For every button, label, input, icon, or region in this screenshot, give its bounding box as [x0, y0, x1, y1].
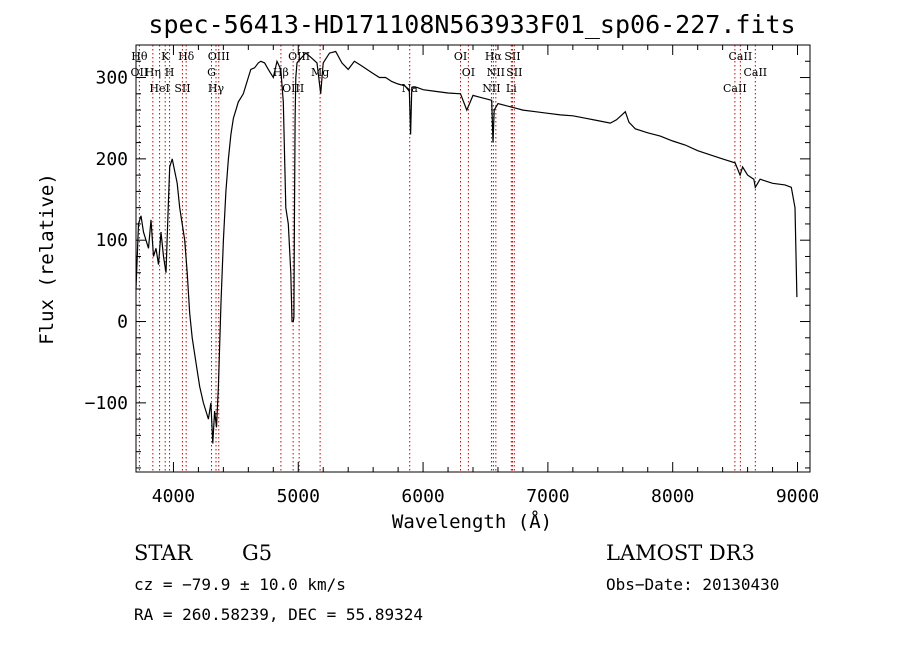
line-marker-label: OI [454, 50, 467, 63]
line-marker-label: CaII [743, 66, 767, 79]
redshift-info: cz = −79.9 ± 10.0 km/s [134, 575, 346, 594]
line-marker-label: Hθ [131, 50, 148, 63]
line-marker-label: Hη [145, 66, 161, 79]
y-tick-label: 100 [95, 230, 128, 251]
y-axis-ticks: −100 0 100 200 300 [85, 44, 810, 469]
object-class: STAR [134, 541, 193, 565]
object-subclass: G5 [242, 541, 272, 565]
line-marker-label: SII [504, 50, 520, 63]
y-tick-label: 200 [95, 149, 128, 170]
line-marker-label: CaII [723, 82, 747, 95]
line-marker-label: OIII [282, 82, 304, 95]
line-marker-label: OI [462, 66, 475, 79]
line-marker-label: Mg [311, 66, 329, 79]
line-marker-label: SII [174, 82, 190, 95]
x-tick-label: 4000 [152, 486, 195, 507]
line-marker-label: K [161, 50, 170, 63]
x-tick-label: 5000 [277, 486, 320, 507]
x-tick-label: 6000 [401, 486, 444, 507]
line-marker-label: Na [402, 82, 419, 95]
coordinates: RA = 260.58239, DEC = 55.89324 [134, 605, 423, 624]
line-marker-label: Hγ [208, 82, 225, 95]
spectrum-line [135, 50, 798, 444]
y-tick-label: 0 [117, 312, 128, 333]
x-axis-ticks: 4000 5000 6000 7000 8000 9000 [152, 45, 819, 507]
line-marker-label: G [207, 66, 216, 79]
plot-frame [135, 44, 811, 473]
line-marker-label: OIII [208, 50, 230, 63]
obs-date: Obs−Date: 20130430 [606, 575, 779, 594]
line-marker-label: Li [506, 82, 517, 95]
line-marker-label: CaII [729, 50, 753, 63]
line-marker-label: H [165, 66, 175, 79]
x-tick-label: 8000 [651, 486, 694, 507]
line-marker-label: Hδ [178, 50, 195, 63]
survey-name: LAMOST DR3 [606, 541, 755, 565]
line-marker-label: NII [487, 66, 505, 79]
emission-line-markers [138, 45, 756, 472]
chart-title: spec-56413-HD171108N563933F01_sp06-227.f… [148, 10, 795, 39]
line-marker-label: OII [131, 66, 149, 79]
x-axis-label: Wavelength (Å) [392, 510, 552, 533]
y-tick-label: 300 [95, 68, 128, 89]
line-marker-label: NII [482, 82, 500, 95]
y-tick-label: −100 [85, 393, 128, 414]
x-tick-label: 9000 [776, 486, 819, 507]
line-marker-label: Hα [485, 50, 503, 63]
line-marker-label: HeI [149, 82, 169, 95]
x-tick-label: 7000 [526, 486, 569, 507]
line-marker-label: OIII [288, 50, 310, 63]
emission-line-labels: HθOIIHηHeIKHSIIHδGHγOIIIHβOIIIOIIIMgNaOI… [131, 50, 768, 95]
y-axis-label: Flux (relative) [36, 173, 58, 345]
line-marker-label: SII [506, 66, 522, 79]
